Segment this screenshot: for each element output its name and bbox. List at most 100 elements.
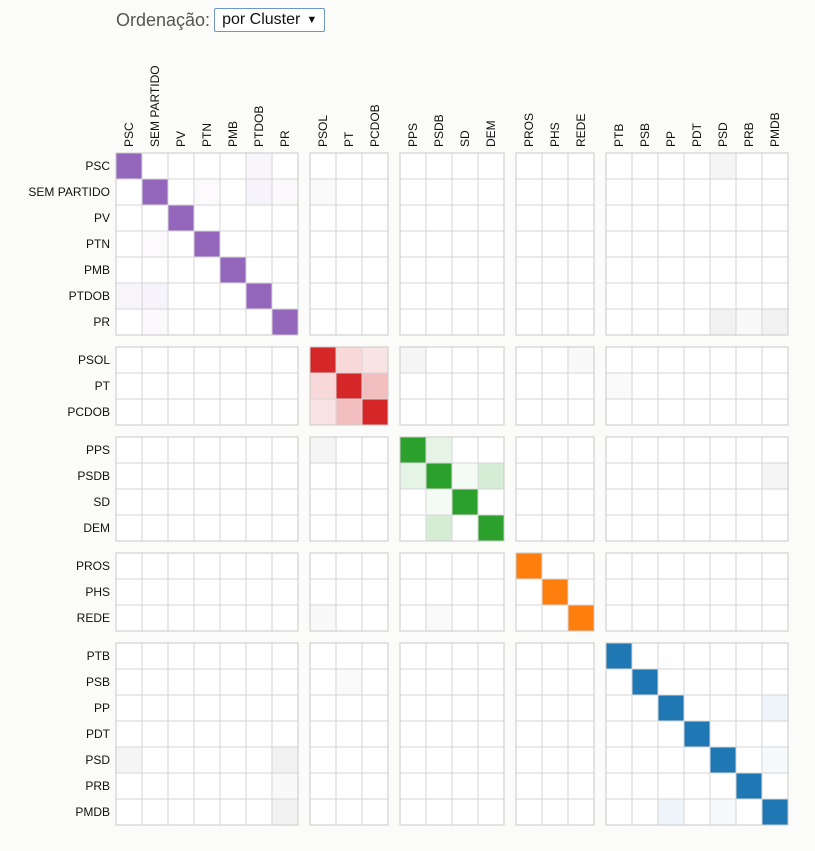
- cell-psb-rede: [567, 668, 595, 696]
- cell-pmdb-pros: [515, 798, 543, 826]
- cell-psb-pp: [657, 668, 685, 696]
- row-label-pmb: PMB: [84, 263, 110, 277]
- block-outline: [309, 436, 389, 542]
- cell-pdt-pp: [657, 720, 685, 748]
- cell-psd-pr: [271, 746, 299, 774]
- cell-ptn-pmb: [219, 230, 247, 258]
- cell-dem-pmb: [219, 514, 247, 542]
- cell-psc-dem: [477, 152, 505, 180]
- cell-psb-ptb: [605, 668, 633, 696]
- cell-psd-pcdob: [361, 746, 389, 774]
- cell-sd-pr: [271, 488, 299, 516]
- column-labels: PSC SEM PARTIDO PV PTN PMB PTDOB PR PSOL PT PCDOB…: [122, 65, 782, 147]
- cell-sem-partido-psol: [309, 178, 337, 206]
- cell-ptb-pmb: [219, 642, 247, 670]
- cell-pp-dem: [477, 694, 505, 722]
- cell-psdb-ptdob: [245, 462, 273, 490]
- block-outline: [605, 152, 789, 336]
- cell-ptb-psdb: [425, 642, 453, 670]
- cell-psol-pv: [167, 346, 195, 374]
- cell-psc-pt: [335, 152, 363, 180]
- cell-rede-sem-partido: [141, 604, 169, 632]
- cell-prb-rede: [567, 772, 595, 800]
- cell-psol-ptn: [193, 346, 221, 374]
- row-label-pr: PR: [93, 315, 110, 329]
- cell-dem-pt: [335, 514, 363, 542]
- cell-psol-psc: [115, 346, 143, 374]
- cell-pcdob-sem-partido: [141, 398, 169, 426]
- cell-pcdob-pmb: [219, 398, 247, 426]
- cell-pps-ptdob: [245, 436, 273, 464]
- cell-pt-pmdb: [761, 372, 789, 400]
- cell-psc-pros: [515, 152, 543, 180]
- cell-sd-pmdb: [761, 488, 789, 516]
- cell-psol-sem-partido: [141, 346, 169, 374]
- cell-sem-partido-pros: [515, 178, 543, 206]
- cell-pdt-psol: [309, 720, 337, 748]
- cell-sem-partido-ptb: [605, 178, 633, 206]
- cell-pcdob-phs: [541, 398, 569, 426]
- cell-pps-psb: [631, 436, 659, 464]
- cell-sd-psb: [631, 488, 659, 516]
- cell-pp-ptdob: [245, 694, 273, 722]
- cell-pmb-pr: [271, 256, 299, 284]
- cell-psdb-prb: [735, 462, 763, 490]
- block-outline: [309, 642, 389, 826]
- cell-pps-dem: [477, 436, 505, 464]
- cell-psol-pdt: [683, 346, 711, 374]
- cell-pdt-psb: [631, 720, 659, 748]
- cell-phs-psc: [115, 578, 143, 606]
- row-label-ptb: PTB: [87, 649, 110, 663]
- cell-ptb-sd: [451, 642, 479, 670]
- cell-pros-pmdb: [761, 552, 789, 580]
- cell-pr-rede: [567, 308, 595, 336]
- cell-pmdb-prb: [735, 798, 763, 826]
- cell-pmb-pmdb: [761, 256, 789, 284]
- cell-psb-pdt: [683, 668, 711, 696]
- cell-ptn-rede: [567, 230, 595, 258]
- cell-pt-rede: [567, 372, 595, 400]
- cell-pros-prb: [735, 552, 763, 580]
- cell-psd-pros: [515, 746, 543, 774]
- cell-pmdb-pp: [657, 798, 685, 826]
- cell-pr-sd: [451, 308, 479, 336]
- cell-psb-phs: [541, 668, 569, 696]
- cell-pp-pt: [335, 694, 363, 722]
- cell-psb-psd: [709, 668, 737, 696]
- cell-pcdob-pp: [657, 398, 685, 426]
- column-label-pr: PR: [278, 130, 292, 147]
- cell-pmdb-sd: [451, 798, 479, 826]
- cell-pv-prb: [735, 204, 763, 232]
- cell-pmdb-pmdb: [761, 798, 789, 826]
- cell-sem-partido-psb: [631, 178, 659, 206]
- cell-phs-ptn: [193, 578, 221, 606]
- cell-pcdob-pv: [167, 398, 195, 426]
- cell-pros-sd: [451, 552, 479, 580]
- cell-ptdob-pmdb: [761, 282, 789, 310]
- cell-pp-pps: [399, 694, 427, 722]
- cell-ptdob-pmb: [219, 282, 247, 310]
- cell-ptn-ptb: [605, 230, 633, 258]
- cell-pt-pdt: [683, 372, 711, 400]
- column-label-pmb: PMB: [226, 121, 240, 147]
- chevron-down-icon: ▼: [306, 14, 318, 26]
- ordering-select[interactable]: por Cluster ▼: [214, 8, 326, 32]
- cell-dem-pr: [271, 514, 299, 542]
- column-label-pmdb: PMDB: [768, 112, 782, 147]
- cell-phs-pdt: [683, 578, 711, 606]
- cell-pros-pps: [399, 552, 427, 580]
- cell-rede-ptn: [193, 604, 221, 632]
- column-label-pt: PT: [342, 131, 356, 147]
- cell-rede-psol: [309, 604, 337, 632]
- cell-pps-pcdob: [361, 436, 389, 464]
- cell-phs-pps: [399, 578, 427, 606]
- cell-sd-ptdob: [245, 488, 273, 516]
- column-label-psc: PSC: [122, 122, 136, 147]
- cell-pv-pros: [515, 204, 543, 232]
- cell-sem-partido-pp: [657, 178, 685, 206]
- column-label-pcdob: PCDOB: [368, 104, 382, 147]
- cell-pcdob-pr: [271, 398, 299, 426]
- cell-prb-psc: [115, 772, 143, 800]
- cell-pmb-ptn: [193, 256, 221, 284]
- cell-psd-prb: [735, 746, 763, 774]
